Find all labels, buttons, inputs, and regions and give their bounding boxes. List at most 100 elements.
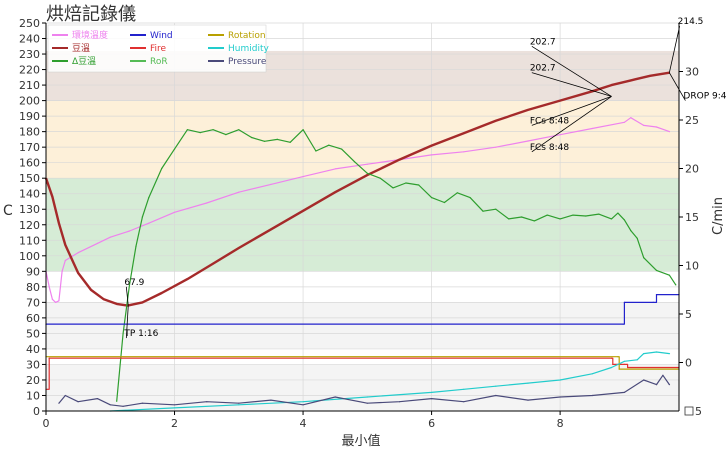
annotation-label-1: TP 1:16 (123, 329, 158, 339)
series-point-2-21 (353, 161, 356, 163)
series-point-2-13 (251, 136, 253, 139)
y-tick-label-right-bottom: 5 (695, 405, 702, 418)
series-point-7-23 (655, 384, 658, 386)
series-point-6-11 (610, 366, 613, 369)
series-point-2-12 (238, 129, 240, 131)
annotation-label-4: FCs 8:48 (530, 116, 569, 126)
series-point-7-9 (238, 402, 240, 404)
y-tick-label-left-50: 50 (26, 327, 40, 340)
series-point-2-49 (675, 284, 677, 286)
annotation-leader-6 (668, 26, 681, 73)
series-point-4-4 (612, 363, 614, 365)
series-point-2-43 (623, 219, 626, 221)
x-tick-label-2: 2 (171, 417, 178, 430)
y-tick-label-right-30: 30 (685, 66, 699, 79)
series-point-0-22 (495, 146, 497, 148)
series-point-1-7 (116, 303, 118, 305)
annotation-label-3: 202.7 (530, 64, 556, 74)
series-point-6-5 (431, 391, 433, 393)
y-tick-label-left-120: 120 (19, 219, 40, 232)
series-point-1-19 (431, 145, 433, 147)
series-point-1-23 (559, 100, 561, 102)
series-point-2-42 (617, 212, 619, 214)
series-point-7-14 (398, 401, 401, 403)
x-axis-label: 最小值 (341, 433, 380, 449)
series-point-6-6 (463, 388, 465, 390)
series-point-2-1 (122, 332, 124, 334)
series-point-0-17 (334, 168, 336, 170)
y-axis-label-right: C/min (711, 197, 726, 235)
series-point-5-2 (618, 368, 620, 370)
series-point-2-3 (135, 245, 137, 247)
series-point-1-21 (495, 120, 497, 122)
band-0 (46, 302, 679, 349)
series-point-1-11 (186, 278, 188, 280)
series-point-0-16 (302, 176, 304, 178)
series-point-6-7 (495, 385, 497, 387)
series-point-0-18 (366, 163, 368, 165)
series-point-0-11 (148, 222, 150, 224)
series-point-2-18 (315, 150, 317, 152)
series-point-4-5 (623, 363, 626, 365)
series-point-0-25 (591, 127, 593, 130)
series-point-1-6 (103, 298, 105, 300)
series-point-0-3 (55, 301, 57, 303)
series-point-4-2 (48, 357, 50, 359)
legend-label-2: Δ豆溫 (72, 56, 96, 67)
series-point-1-22 (527, 109, 529, 111)
series-line-4 (46, 357, 679, 390)
y-tick-label-right-25: 25 (685, 114, 699, 127)
series-point-1-18 (398, 159, 401, 161)
annotation-label-6: 214.5 (678, 17, 704, 27)
series-point-2-44 (630, 230, 632, 232)
y-tick-label-left-60: 60 (26, 312, 40, 325)
y-tick-label-left-10: 10 (26, 389, 40, 402)
annotation-leader-4 (531, 96, 612, 126)
series-lines (44, 71, 680, 412)
series-point-2-34 (521, 216, 523, 218)
series-point-6-9 (559, 379, 561, 381)
series-point-0-4 (58, 300, 60, 302)
y-tick-label-left-190: 190 (19, 110, 40, 123)
x-tick-label-0: 0 (43, 417, 50, 430)
y-tick-label-left-170: 170 (19, 141, 40, 154)
series-point-2-33 (508, 218, 510, 220)
annotation-label-7: DROP 9:43 (683, 92, 727, 102)
series-point-0-8 (96, 242, 98, 244)
series-point-2-11 (225, 134, 227, 136)
series-point-7-21 (623, 391, 626, 393)
y-tick-label-left-150: 150 (19, 172, 40, 185)
series-point-2-23 (379, 177, 381, 179)
series-point-0-5 (61, 270, 63, 272)
legend-box (47, 24, 267, 73)
series-point-1-17 (366, 174, 368, 176)
series-point-2-6 (161, 167, 163, 170)
series-point-1-26 (630, 79, 632, 81)
y-tick-label-left-140: 140 (19, 188, 40, 201)
y-tick-label-right-0: 0 (685, 357, 692, 370)
annotation-leader-2 (531, 45, 612, 97)
series-line-5 (46, 356, 679, 370)
series-point-2-45 (636, 237, 638, 239)
x-tick-label-6: 6 (428, 417, 435, 430)
series-point-0-2 (51, 298, 54, 300)
legend-label-0: 環境溫度 (72, 29, 108, 41)
series-point-2-37 (559, 218, 561, 220)
series-point-2-4 (141, 216, 143, 218)
y-tick-label-left-40: 40 (26, 343, 40, 356)
series-point-4-1 (47, 388, 49, 390)
series-point-4-3 (610, 357, 613, 359)
series-point-2-40 (598, 213, 600, 215)
annotation-leader-3 (531, 72, 612, 97)
series-point-7-0 (58, 402, 60, 404)
series-point-1-3 (64, 244, 66, 246)
series-point-0-12 (173, 211, 176, 213)
series-point-2-19 (328, 144, 330, 146)
series-point-6-8 (527, 382, 529, 384)
series-point-7-22 (643, 379, 645, 381)
y-tick-label-left-70: 70 (26, 296, 40, 309)
series-point-2-15 (276, 138, 278, 140)
band-3 (46, 100, 679, 179)
y-tick-label-left-230: 230 (19, 48, 40, 61)
